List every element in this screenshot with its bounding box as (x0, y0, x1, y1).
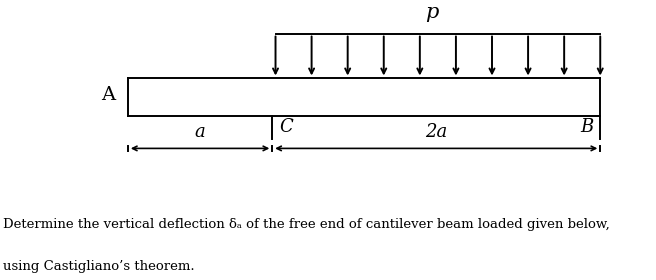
Text: B: B (581, 118, 594, 136)
Text: A: A (100, 85, 115, 104)
Text: p: p (424, 3, 438, 22)
Text: using Castigliano’s theorem.: using Castigliano’s theorem. (3, 260, 195, 273)
Text: 2a: 2a (425, 123, 447, 141)
Text: Determine the vertical deflection δₐ of the free end of cantilever beam loaded g: Determine the vertical deflection δₐ of … (3, 218, 610, 231)
Text: a: a (195, 123, 205, 141)
Text: C: C (279, 118, 293, 136)
